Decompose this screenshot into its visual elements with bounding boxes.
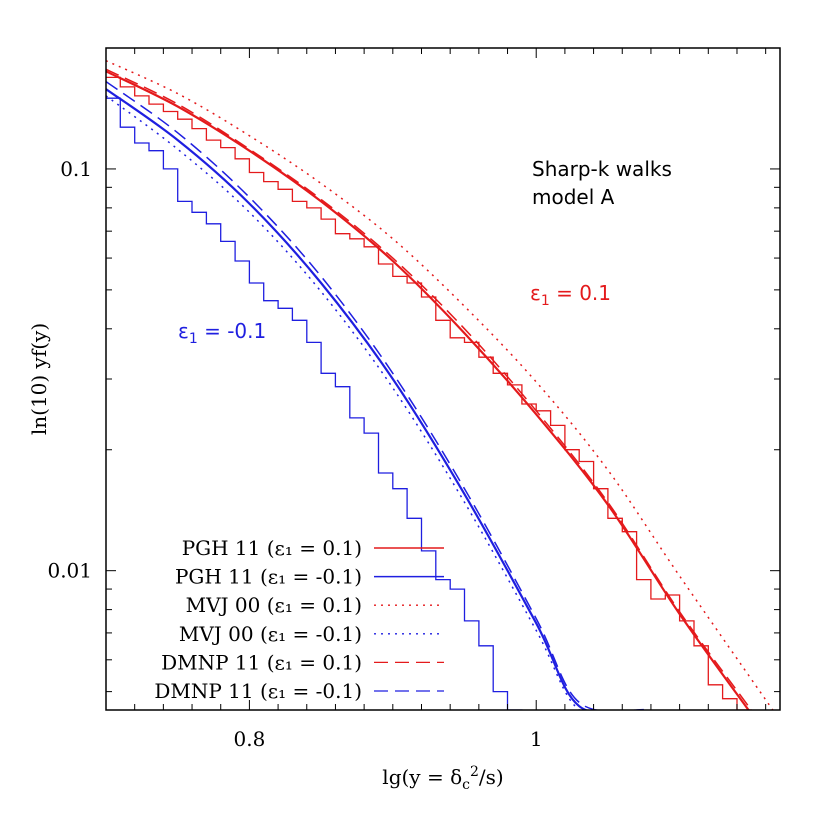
y-tick-label: 0.01 (47, 559, 92, 583)
series-line-4 (106, 68, 752, 710)
x-tick-label: 0.8 (233, 727, 265, 751)
histogram-1 (106, 97, 523, 710)
legend-label: PGH 11 (ε₁ = 0.1) (182, 536, 362, 560)
legend: PGH 11 (ε₁ = 0.1) PGH 11 (ε₁ = -0.1) MVJ 0… (154, 536, 444, 703)
annotation-title-line1: Sharp-k walks (532, 157, 672, 181)
legend-label: MVJ 00 (ε₁ = 0.1) (186, 593, 362, 617)
y-tick-label: 0.1 (60, 157, 92, 181)
legend-label: DMNP 11 (ε₁ = -0.1) (154, 679, 362, 703)
series-line-5 (106, 80, 644, 710)
series-line-1 (106, 88, 644, 710)
x-axis-label: lg(y = δc2/s) (382, 764, 503, 793)
legend-label: PGH 11 (ε₁ = -0.1) (175, 565, 362, 589)
series-line-0 (106, 70, 750, 710)
axis-ticks: 0.8 1 0.01 0.1 (47, 47, 780, 751)
series-line-2 (106, 60, 774, 710)
histogram-0 (106, 76, 752, 710)
legend-label: DMNP 11 (ε₁ = 0.1) (161, 650, 362, 674)
legend-label: MVJ 00 (ε₁ = -0.1) (179, 622, 362, 646)
annotation-title-line2: model A (532, 185, 615, 209)
y-axis-label: ln(10) yf(y) (27, 323, 51, 435)
annotation-epsilon-blue: ε1 = -0.1 (178, 319, 266, 347)
series-line-3 (106, 95, 637, 710)
plot-area (106, 60, 774, 710)
x-tick-label: 1 (530, 727, 543, 751)
